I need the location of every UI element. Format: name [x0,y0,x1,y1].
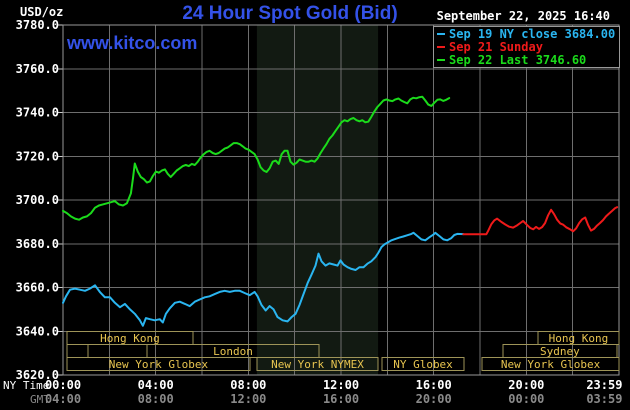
session-label: London [213,345,253,358]
y-tick-label: 3740.0 [16,106,59,120]
y-tick-label: 3780.0 [16,18,59,32]
x-tick-label-ny: 16:00 [416,378,452,392]
x-tick-label-ny: 12:00 [323,378,359,392]
x-tick-label-gmt: 00:00 [508,392,544,406]
y-tick-label: 3660.0 [16,281,59,295]
session-label: Hong Kong [549,332,609,345]
plot-border [62,24,620,376]
x-tick-label-ny: 20:00 [508,378,544,392]
session-label: New York NYMEX [271,358,364,371]
x-tick-label-ny: 23:59 [586,378,622,392]
legend-label: Sep 19 NY close 3684.00 [449,27,616,42]
legend-item: Sep 19 NY close 3684.00 [437,28,616,40]
legend-item: Sep 22 Last 3746.60 [437,54,616,66]
legend-label: Sep 21 Sunday [449,39,543,54]
session-box [481,357,620,371]
legend-box: Sep 19 NY close 3684.00 Sep 21 Sunday Se… [433,26,620,68]
x-axis-ny-time-label: NY Time [3,379,50,392]
chart-datetime: September 22, 2025 16:40 [436,9,610,23]
session-label: New York Globex [501,358,601,371]
session-box [381,357,465,371]
x-tick-label-gmt: 12:00 [230,392,266,406]
y-tick-label: 3640.0 [16,324,59,338]
y-tick-label: 3620.0 [16,368,59,382]
session-box [66,357,251,371]
x-tick-label-gmt: 03:59 [586,392,622,406]
legend-item: Sep 21 Sunday [437,41,616,53]
series-line-sep-22-last-3746-60 [62,95,451,221]
y-axis-unit-label: USD/oz [20,5,64,19]
y-tick-label: 3680.0 [16,237,59,251]
x-tick-label-ny: 08:00 [230,378,266,392]
x-tick-label-ny: 04:00 [138,378,174,392]
legend-label: Sep 22 Last 3746.60 [449,52,587,67]
legend-dash-green-icon [437,58,445,61]
x-tick-label-ny: 00:00 [45,378,81,392]
session-box [256,357,379,371]
session-box [66,344,89,358]
series-line-sep-19-ny-close-3684-00 [62,231,465,327]
legend-dash-cyan-icon [437,33,445,36]
y-tick-label: 3760.0 [16,62,59,76]
session-box [87,344,148,358]
kitco-watermark: www.kitco.com [67,33,198,53]
y-tick-label: 3700.0 [16,193,59,207]
x-axis-gmt-label: GMT [30,393,50,406]
legend-dash-red-icon [437,45,445,48]
session-label: Hong Kong [100,332,160,345]
x-tick-label-gmt: 20:00 [416,392,452,406]
y-tick-label: 3720.0 [16,149,59,163]
page-title: 24 Hour Spot Gold (Bid) [182,3,398,24]
x-tick-label-gmt: 08:00 [138,392,174,406]
series-line-sep-21-sunday [462,206,619,236]
session-label: Sydney [540,345,580,358]
session-label: New York Globex [109,358,209,371]
x-tick-label-gmt: 16:00 [323,392,359,406]
x-tick-label-gmt: 04:00 [45,392,81,406]
session-label: NY Globex [393,358,453,371]
